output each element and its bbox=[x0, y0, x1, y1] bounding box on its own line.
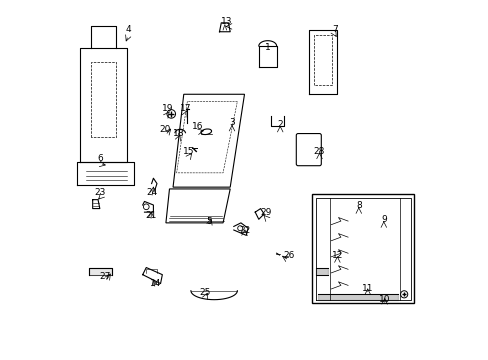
Bar bbox=[312, 194, 413, 303]
Text: 15: 15 bbox=[183, 147, 195, 156]
Text: 18: 18 bbox=[172, 129, 184, 138]
Text: 12: 12 bbox=[331, 251, 343, 260]
Text: 28: 28 bbox=[313, 147, 325, 156]
Text: 20: 20 bbox=[159, 126, 170, 135]
Polygon shape bbox=[165, 189, 230, 223]
Text: 14: 14 bbox=[149, 279, 161, 288]
Text: 27: 27 bbox=[99, 272, 111, 281]
Text: 22: 22 bbox=[238, 225, 250, 234]
Text: 10: 10 bbox=[378, 295, 389, 304]
Text: 9: 9 bbox=[380, 215, 386, 224]
Text: 24: 24 bbox=[146, 188, 157, 197]
Text: 29: 29 bbox=[260, 208, 271, 217]
Polygon shape bbox=[173, 94, 244, 187]
Text: 13: 13 bbox=[221, 17, 232, 26]
Text: 6: 6 bbox=[97, 154, 102, 163]
Text: 3: 3 bbox=[229, 118, 234, 127]
Text: 2: 2 bbox=[277, 120, 283, 129]
Text: 8: 8 bbox=[355, 201, 361, 210]
Text: 4: 4 bbox=[125, 26, 131, 35]
Text: 19: 19 bbox=[162, 104, 173, 113]
Text: 7: 7 bbox=[332, 26, 338, 35]
Text: 26: 26 bbox=[283, 251, 294, 260]
Text: 5: 5 bbox=[205, 217, 211, 226]
Text: 1: 1 bbox=[264, 43, 270, 52]
Text: 17: 17 bbox=[180, 104, 191, 113]
Text: 25: 25 bbox=[199, 288, 210, 297]
Text: 11: 11 bbox=[361, 284, 373, 293]
Text: 16: 16 bbox=[192, 122, 203, 131]
Text: 21: 21 bbox=[145, 211, 156, 220]
Text: 23: 23 bbox=[94, 188, 105, 197]
